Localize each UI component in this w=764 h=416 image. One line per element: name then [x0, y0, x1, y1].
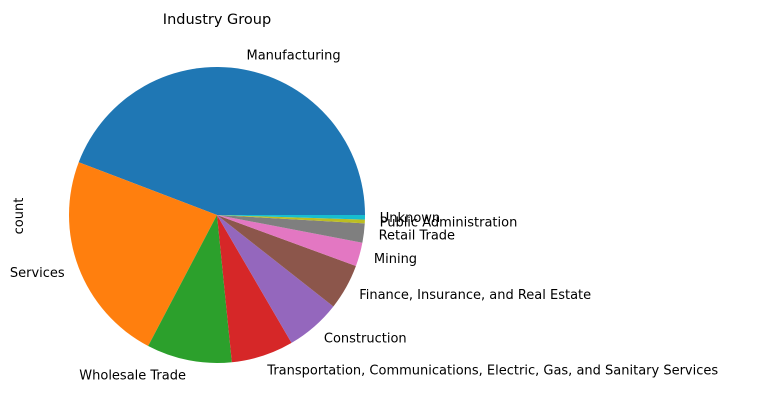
pie-slice-0: [78, 67, 365, 215]
pie-slice-label-8: Public Administration: [380, 216, 518, 231]
pie-slice-label-5: Finance, Insurance, and Real Estate: [359, 288, 591, 303]
pie-slice-4: [217, 215, 334, 343]
pie-slice-label-3: Transportation, Communications, Electric…: [266, 363, 718, 378]
pie-slices: [69, 67, 366, 363]
pie-slice-label-7: Retail Trade: [379, 228, 455, 243]
y-axis-label: count: [12, 198, 27, 235]
pie-slice-9: [217, 215, 366, 220]
pie-slice-label-9: Unknown: [380, 211, 440, 226]
pie-slice-3: [217, 215, 292, 363]
pie-slice-label-1: Services: [10, 266, 65, 281]
pie-slice-6: [217, 215, 363, 267]
pie-slice-label-4: Construction: [324, 331, 407, 346]
pie-slice-label-0: Manufacturing: [247, 48, 341, 63]
pie-slice-label-6: Mining: [374, 252, 417, 267]
chart-title: Industry Group: [163, 12, 271, 28]
pie-slice-label-2: Wholesale Trade: [79, 368, 186, 383]
pie-slice-8: [217, 215, 365, 224]
pie-slice-7: [217, 215, 365, 243]
pie-slice-2: [148, 215, 232, 363]
pie-slice-1: [69, 162, 217, 347]
pie-slice-5: [217, 215, 356, 307]
pie-slice-labels: Manufacturing Services Wholesale Trade Tran…: [10, 48, 719, 383]
